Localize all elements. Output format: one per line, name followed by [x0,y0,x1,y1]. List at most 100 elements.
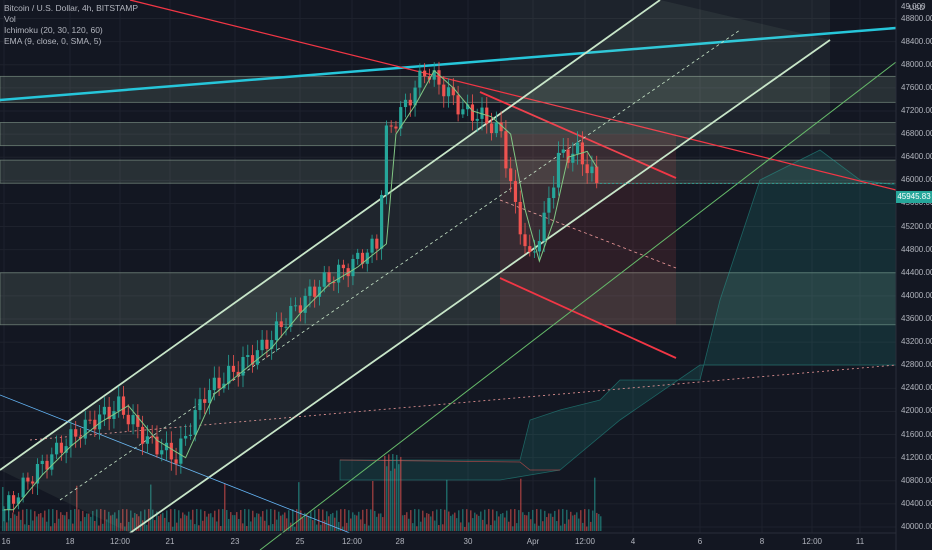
volume-bar [554,510,556,531]
volume-bar [396,454,398,531]
price-axis[interactable] [896,0,932,550]
volume-bar [258,513,260,531]
volume-bar [432,511,434,531]
volume-bar [474,512,476,531]
y-tick-label: 40400.00 [901,498,932,508]
candle-body [308,286,312,296]
volume-bar [46,521,48,531]
volume-bar [348,510,350,531]
candle-body [136,415,140,427]
volume-bar [472,518,474,531]
volume-bar [328,516,330,531]
volume-bar [66,511,68,531]
volume-bar [204,511,206,531]
volume-bar [124,526,126,531]
volume-bar [188,511,190,531]
upper-projection-zone [500,0,830,135]
candle-body [174,459,178,464]
volume-bar [476,514,478,531]
volume-bar [448,511,450,531]
volume-bar [538,525,540,531]
volume-bar [70,509,72,531]
volume-bar [584,509,586,531]
volume-bar [424,517,426,531]
legend-volume[interactable]: Vol [4,14,16,24]
candle-body [98,414,102,430]
y-tick-label: 40800.00 [901,475,932,485]
red-trendline-long [129,0,897,191]
volume-bar [280,515,282,531]
volume-bar [372,480,374,531]
candle-body [83,419,87,439]
volume-bar [180,518,182,531]
volume-bar [72,523,74,531]
volume-bar [88,513,90,531]
legend-ichimoku[interactable]: Ichimoku (20, 30, 120, 60) [4,25,103,35]
volume-bar [524,514,526,531]
volume-bar [32,520,34,531]
candle-body [370,238,374,253]
candle-body [389,125,393,127]
volume-bar [468,522,470,531]
volume-bar [208,513,210,531]
x-tick-label: Apr [526,537,540,546]
volume-bar [324,520,326,531]
volume-bar [470,510,472,531]
candle-body [466,104,470,110]
volume-bar [176,522,178,531]
volume-bar [296,509,298,531]
volume-bar [318,509,320,531]
volume-bar [414,509,416,531]
candle-body [595,166,599,184]
drawn-lines[interactable] [0,0,897,550]
volume-bar [40,513,42,531]
candle-body [126,414,130,425]
volume-bar [16,515,18,531]
volume-bar [262,511,264,531]
volume-bar [132,517,134,531]
volume-bar [354,514,356,531]
volume-bar [332,512,334,531]
volume-bar [62,514,64,531]
volume-bar [142,520,144,531]
volume-bar [534,523,536,531]
volume-bar [90,516,92,531]
candle-body [509,168,513,182]
legend-symbol[interactable]: Bitcoin / U.S. Dollar, 4h, BITSTAMP [4,3,138,13]
y-tick-label: 44400.00 [901,267,932,277]
channel-lower-line [129,39,831,534]
volume-bar [246,526,248,531]
volume-bar [436,509,438,531]
volume-bar [54,523,56,531]
legend-ema[interactable]: EMA (9, close, 0, SMA, 5) [4,36,102,46]
candle-body [327,272,331,283]
candle-body [413,87,417,106]
volume-bar [186,515,188,531]
candle-body [155,436,159,455]
candle-body [332,282,336,284]
volume-bar [518,510,520,531]
volume-bar [592,510,594,531]
volume-bar [402,515,404,531]
volume-bar [598,514,600,531]
volume-bar [488,509,490,531]
volume-bar [102,523,104,531]
volume-bar [374,510,376,531]
volume-bar [520,478,522,531]
volume-bar [508,521,510,531]
volume-bar [482,519,484,531]
volume-bar [240,509,242,531]
y-tick-label: 48000.00 [901,59,932,69]
y-tick-label: 47200.00 [901,106,932,115]
volume-bar [78,509,80,531]
volume-bar [52,509,54,531]
volume-bar [184,514,186,531]
candle-body [542,212,546,242]
volume-bar [406,512,408,531]
volume-bar [120,522,122,531]
volume-bar [230,512,232,531]
candle-body [552,187,556,199]
candle-body [375,238,379,249]
candle-body [11,495,16,504]
